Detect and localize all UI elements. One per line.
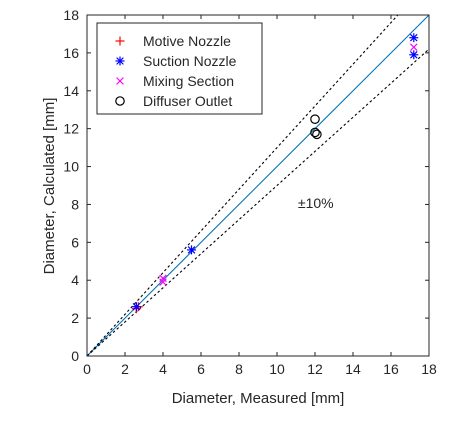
- reference-line-0: [86, 14, 430, 357]
- reference-lines: [86, 14, 430, 357]
- x-tick-label: 12: [307, 361, 323, 377]
- legend-box: [96, 22, 263, 115]
- y-tick-label: 0: [71, 348, 79, 364]
- x-axis-label: Diameter, Measured [mm]: [172, 390, 345, 407]
- x-tick-label: 4: [159, 361, 167, 377]
- y-tick-label: 4: [71, 272, 79, 288]
- x-tick-label: 2: [121, 361, 129, 377]
- data-point-circle-1: [310, 127, 320, 138]
- reference-line-1: [86, 14, 399, 357]
- x-tick-label: 0: [83, 361, 91, 377]
- reference-line-2: [86, 48, 430, 357]
- data-point-asterisk-0: [131, 302, 141, 312]
- legend-marker-asterisk: [115, 56, 125, 66]
- data-point-x-2: [410, 43, 418, 52]
- y-tick-label: 12: [63, 121, 79, 137]
- legend-marker-x: [116, 77, 124, 85]
- legend-label: Mixing Section: [143, 73, 234, 89]
- y-tick-label: 18: [63, 7, 79, 23]
- x-tick-label: 8: [235, 361, 243, 377]
- x-tick-label: 6: [197, 361, 205, 377]
- plot-frame: [86, 14, 430, 357]
- y-axis-label: Diameter, Calculated [mm]: [41, 98, 58, 275]
- data-point-x-1: [159, 278, 167, 286]
- legend-marker-circle: [115, 96, 125, 106]
- data-point-asterisk-1: [187, 245, 196, 255]
- y-tick-label: 16: [63, 45, 79, 61]
- y-tick-label: 2: [71, 310, 79, 326]
- legend-label: Diffuser Outlet: [143, 93, 232, 109]
- legend: Motive Nozzle Suction Nozzle Mixing Sectio…: [96, 22, 263, 115]
- x-tick-label: 16: [383, 361, 399, 377]
- legend-label: Suction Nozzle: [143, 53, 237, 69]
- y-tick-label: 10: [63, 159, 79, 175]
- x-tick-label: 18: [421, 361, 437, 377]
- legend-label: Motive Nozzle: [143, 33, 231, 49]
- data-point-asterisk-2: [409, 33, 419, 43]
- x-tick-label: 10: [269, 361, 285, 377]
- data-point-circle-2: [312, 129, 322, 140]
- x-tick-label: 14: [345, 361, 361, 377]
- legend-marker-plus: [115, 36, 125, 46]
- y-tick-label: 14: [63, 83, 79, 99]
- axes: [86, 14, 430, 357]
- tolerance-annotation: ±10%: [298, 195, 334, 211]
- y-tick-label: 8: [71, 196, 79, 212]
- y-tick-label: 6: [71, 234, 79, 250]
- tick-labels: 0 2 4 6 8 10 12 14 16 18 0 2 4 6 8 10 12 14 16 18: [63, 7, 437, 377]
- data-points: [131, 33, 419, 314]
- data-point-circle-0: [310, 114, 320, 124]
- data-point-asterisk-3: [409, 50, 419, 60]
